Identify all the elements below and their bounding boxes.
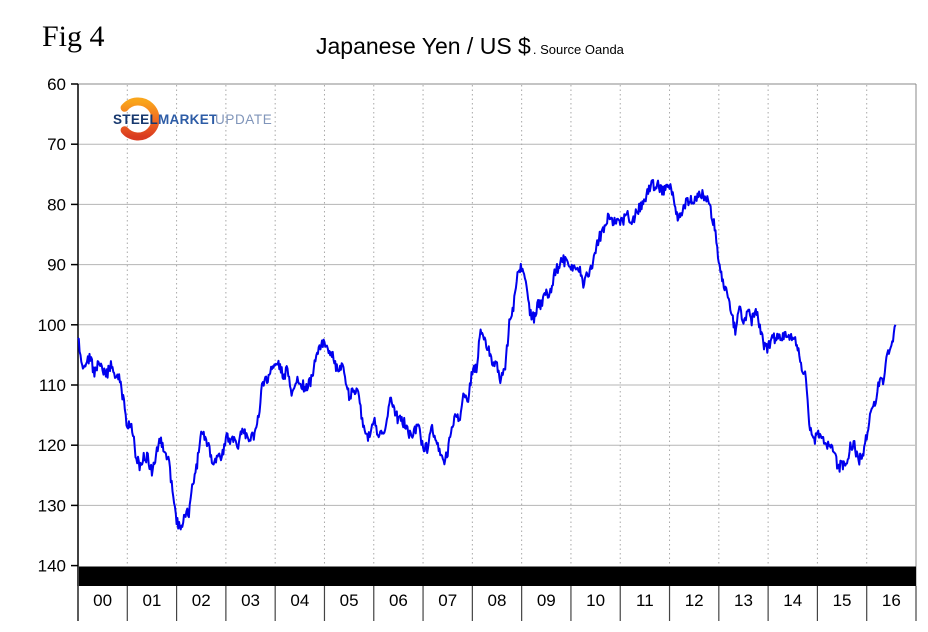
y-tick-label: 80 bbox=[47, 195, 66, 214]
logo-word-steel: STEEL bbox=[113, 112, 158, 127]
x-tick-label: 01 bbox=[142, 591, 161, 610]
x-tick-label: 05 bbox=[340, 591, 359, 610]
x-tick-label: 04 bbox=[290, 591, 309, 610]
baseline-bar bbox=[79, 566, 916, 586]
y-tick-label: 130 bbox=[38, 496, 66, 515]
x-tick-label: 09 bbox=[537, 591, 556, 610]
logo-word-market: MARKET bbox=[158, 112, 218, 127]
x-tick-label: 14 bbox=[783, 591, 802, 610]
x-tick-label: 03 bbox=[241, 591, 260, 610]
y-tick-label: 100 bbox=[38, 316, 66, 335]
x-tick-label: 15 bbox=[833, 591, 852, 610]
y-tick-label: 90 bbox=[47, 256, 66, 275]
x-tick-label: 02 bbox=[192, 591, 211, 610]
x-tick-label: 11 bbox=[636, 591, 654, 610]
y-tick-label: 140 bbox=[38, 557, 66, 576]
logo-word-update: UPDATE bbox=[215, 112, 272, 127]
x-tick-label: 08 bbox=[488, 591, 507, 610]
x-tick-label: 12 bbox=[685, 591, 704, 610]
y-tick-label: 110 bbox=[39, 376, 66, 395]
source-note: . Source Oanda bbox=[532, 42, 624, 57]
chart-title-row: Japanese Yen / US $. Source Oanda bbox=[316, 33, 624, 60]
figure-label: Fig 4 bbox=[42, 20, 105, 53]
x-tick-label: 00 bbox=[93, 591, 112, 610]
logo-crescent-icon bbox=[120, 97, 160, 141]
chart-title: Japanese Yen / US $ bbox=[316, 33, 531, 59]
logo-steel-market-update: STEEL MARKET UPDATE bbox=[113, 97, 272, 141]
x-tick-label: 06 bbox=[389, 591, 408, 610]
x-tick-label: 07 bbox=[438, 591, 457, 610]
y-tick-label: 120 bbox=[38, 436, 66, 455]
x-tick-label: 13 bbox=[734, 591, 753, 610]
y-tick-label: 70 bbox=[47, 135, 66, 154]
x-tick-label: 10 bbox=[586, 591, 605, 610]
price-line bbox=[77, 179, 897, 531]
x-tick-label: 16 bbox=[882, 591, 901, 610]
y-tick-label: 60 bbox=[47, 75, 66, 94]
